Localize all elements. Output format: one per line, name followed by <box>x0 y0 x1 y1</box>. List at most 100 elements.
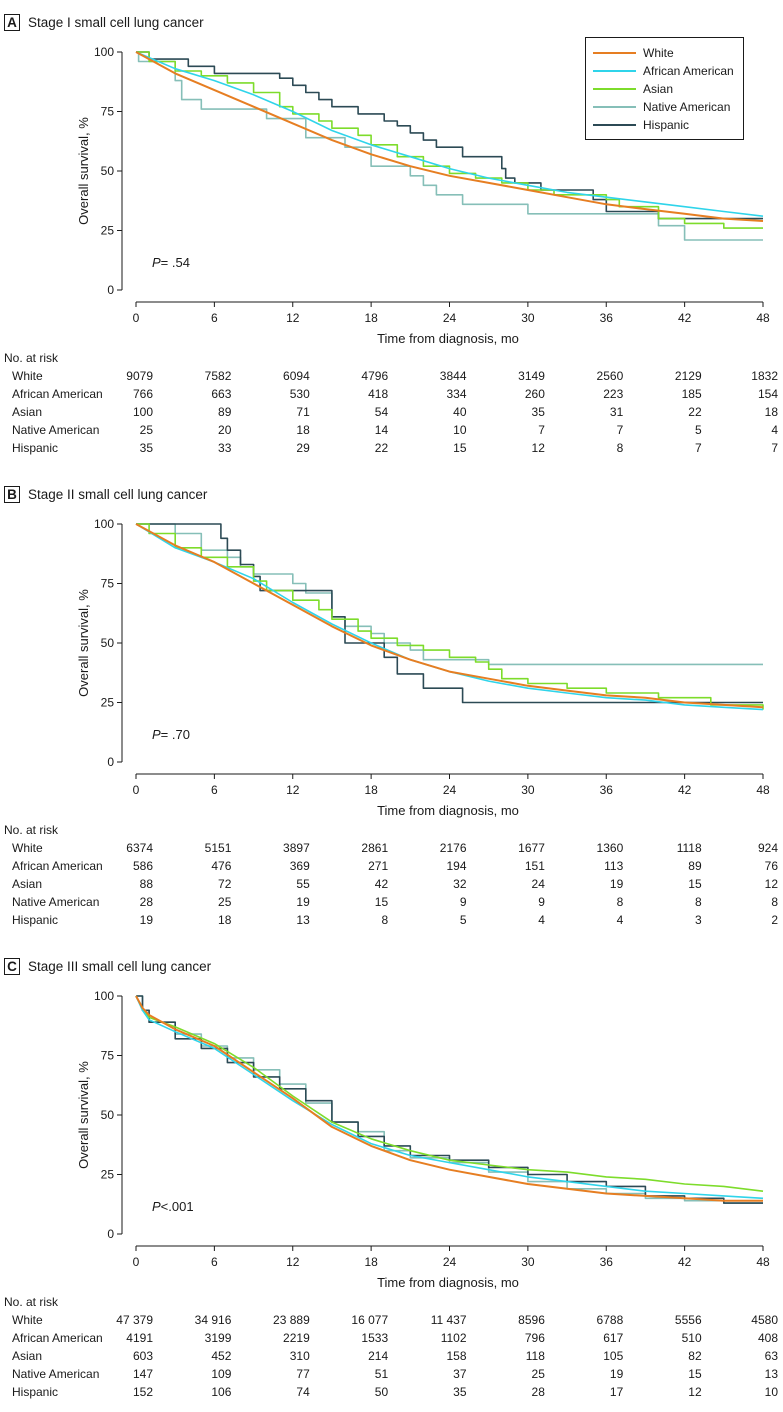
at-risk-cell: 8 <box>617 895 624 909</box>
at-risk-cell: 88 <box>140 877 154 891</box>
at-risk-group: Native American <box>12 895 99 909</box>
x-tick-label: 0 <box>133 311 140 325</box>
at-risk-group: Hispanic <box>12 441 58 455</box>
x-tick-label: 36 <box>600 311 614 325</box>
at-risk-cell: 476 <box>211 859 231 873</box>
at-risk-cell: 19 <box>140 913 154 927</box>
at-risk-cell: 28 <box>532 1385 546 1399</box>
panel-title: Stage III small cell lung cancer <box>28 959 212 974</box>
at-risk-cell: 1677 <box>518 841 545 855</box>
x-tick-label: 24 <box>443 1255 457 1269</box>
at-risk-cell: 766 <box>133 387 153 401</box>
at-risk-cell: 5 <box>460 913 467 927</box>
x-tick-label: 24 <box>443 311 457 325</box>
at-risk-cell: 6374 <box>126 841 153 855</box>
p-value-symbol: P <box>152 255 161 270</box>
at-risk-cell: 924 <box>758 841 778 855</box>
x-tick-label: 42 <box>678 1255 692 1269</box>
x-tick-label: 24 <box>443 783 457 797</box>
at-risk-cell: 12 <box>532 441 546 455</box>
at-risk-cell: 7 <box>538 423 545 437</box>
at-risk-cell: 40 <box>453 405 467 419</box>
at-risk-cell: 89 <box>218 405 232 419</box>
y-tick-label: 100 <box>94 517 114 531</box>
at-risk-group: White <box>12 841 43 855</box>
at-risk-cell: 2129 <box>675 369 702 383</box>
at-risk-cell: 76 <box>765 859 779 873</box>
at-risk-cell: 2219 <box>283 1331 310 1345</box>
p-value-number: <.001 <box>161 1199 194 1214</box>
at-risk-cell: 29 <box>296 441 310 455</box>
at-risk-table: No. at risk White 47 379 34 916 23 889 16 077… <box>4 1295 778 1399</box>
legend-entry: Native American <box>643 100 730 114</box>
p-value-symbol: P <box>152 1199 161 1214</box>
at-risk-cell: 8 <box>617 441 624 455</box>
at-risk-cell: 32 <box>453 877 467 891</box>
at-risk-cell: 72 <box>218 877 232 891</box>
at-risk-row: African American 766 663 530 418 334 260 223 185… <box>12 387 778 401</box>
at-risk-group: African American <box>12 387 103 401</box>
at-risk-cell: 7 <box>617 423 624 437</box>
y-tick-label: 25 <box>101 696 115 710</box>
at-risk-group: Hispanic <box>12 1385 58 1399</box>
at-risk-cell: 5556 <box>675 1313 702 1327</box>
panel-letter-box <box>4 486 20 503</box>
at-risk-cell: 19 <box>610 1367 624 1381</box>
y-tick-label: 50 <box>101 636 115 650</box>
at-risk-row: Hispanic 35 33 29 22 15 12 8 7 7 <box>12 441 778 455</box>
at-risk-row: Hispanic 19 18 13 8 5 4 4 3 2 <box>12 913 778 927</box>
at-risk-cell: 71 <box>296 405 310 419</box>
y-axis-label: Overall survival, % <box>76 117 91 225</box>
at-risk-cell: 12 <box>765 877 779 891</box>
y-tick-label: 50 <box>101 164 115 178</box>
at-risk-cell: 34 916 <box>195 1313 232 1327</box>
at-risk-cell: 1102 <box>441 1331 467 1345</box>
at-risk-cell: 118 <box>526 1349 545 1363</box>
at-risk-cell: 418 <box>368 387 388 401</box>
at-risk-cell: 3199 <box>205 1331 232 1345</box>
series-line-white <box>135 995 763 1202</box>
at-risk-cell: 4580 <box>751 1313 778 1327</box>
at-risk-cell: 82 <box>688 1349 702 1363</box>
at-risk-cell: 17 <box>610 1385 624 1399</box>
at-risk-cell: 11 437 <box>431 1313 467 1327</box>
at-risk-cell: 223 <box>603 387 623 401</box>
at-risk-cell: 194 <box>446 859 466 873</box>
at-risk-header: No. at risk <box>4 351 59 365</box>
at-risk-cell: 109 <box>211 1367 231 1381</box>
panel-letter: C <box>7 959 17 974</box>
at-risk-group: African American <box>12 1331 103 1345</box>
at-risk-cell: 19 <box>296 895 310 909</box>
at-risk-row: African American 586 476 369 271 194 151 113 89 7… <box>12 859 778 873</box>
at-risk-cell: 663 <box>211 387 231 401</box>
at-risk-cell: 9079 <box>126 369 153 383</box>
at-risk-cell: 18 <box>765 405 779 419</box>
at-risk-cell: 1832 <box>751 369 778 383</box>
series-line-native-american <box>136 523 763 666</box>
legend-entry: Asian <box>643 82 673 96</box>
at-risk-cell: 14 <box>375 423 389 437</box>
p-value-symbol: P <box>152 727 161 742</box>
at-risk-cell: 105 <box>603 1349 623 1363</box>
series-line-hispanic <box>136 995 763 1204</box>
p-value-number: = .70 <box>161 727 190 742</box>
series-line-hispanic <box>136 51 763 220</box>
at-risk-cell: 4191 <box>126 1331 153 1345</box>
x-tick-label: 30 <box>521 1255 535 1269</box>
at-risk-cell: 6094 <box>283 369 310 383</box>
x-tick-label: 42 <box>678 311 692 325</box>
at-risk-cell: 3 <box>695 913 702 927</box>
y-tick-label: 50 <box>101 1108 115 1122</box>
at-risk-cell: 4796 <box>361 369 388 383</box>
at-risk-cell: 152 <box>133 1385 153 1399</box>
at-risk-cell: 530 <box>290 387 310 401</box>
at-risk-cell: 77 <box>296 1367 310 1381</box>
x-tick-label: 48 <box>756 783 770 797</box>
at-risk-cell: 7582 <box>205 369 232 383</box>
at-risk-cell: 89 <box>688 859 702 873</box>
at-risk-cell: 10 <box>453 423 467 437</box>
at-risk-cell: 3897 <box>283 841 310 855</box>
at-risk-cell: 31 <box>610 405 624 419</box>
